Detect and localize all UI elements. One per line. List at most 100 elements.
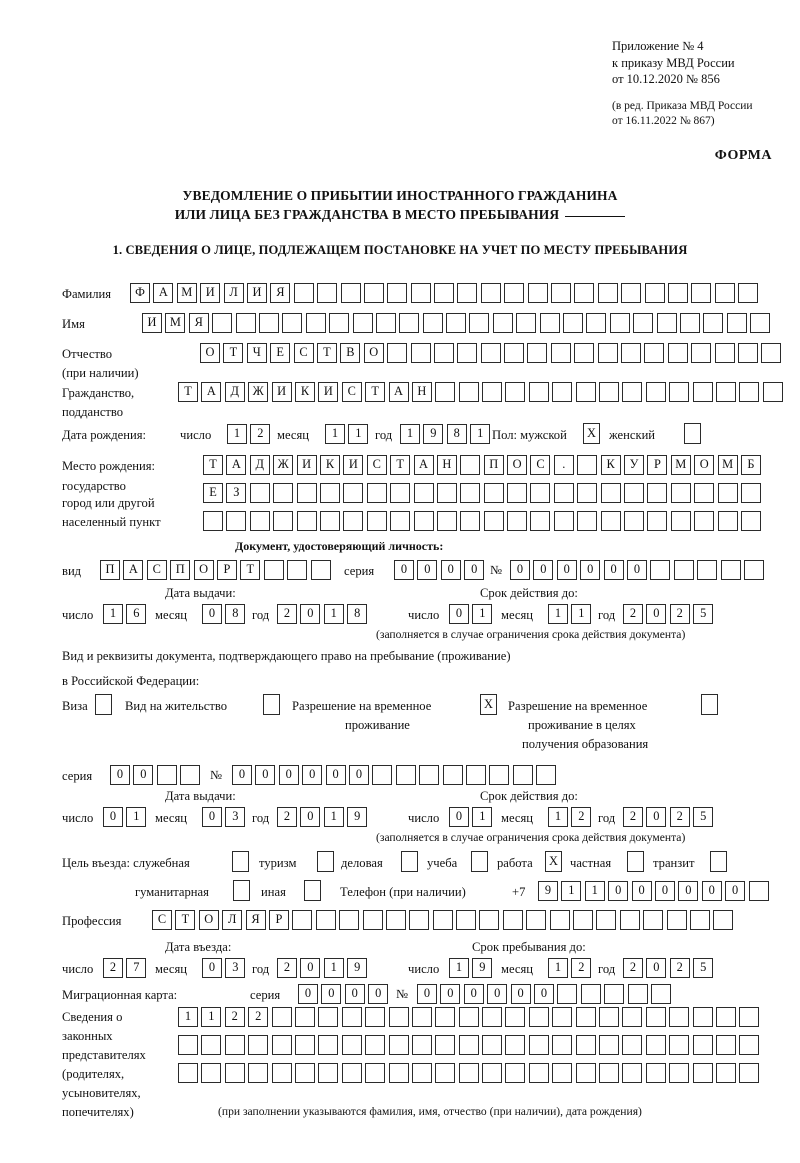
- legal-rep-row-2[interactable]: [178, 1035, 760, 1055]
- char-cell[interactable]: 1: [323, 604, 344, 624]
- char-cell[interactable]: [504, 343, 525, 363]
- char-cell[interactable]: [399, 313, 420, 333]
- char-cell[interactable]: [505, 382, 526, 402]
- char-cell[interactable]: [318, 1007, 339, 1027]
- char-cell[interactable]: [714, 283, 735, 303]
- char-cell[interactable]: [670, 511, 691, 531]
- char-cell[interactable]: [597, 343, 618, 363]
- char-cell[interactable]: Л: [222, 910, 243, 930]
- char-cell[interactable]: [492, 313, 513, 333]
- char-cell[interactable]: [460, 455, 481, 475]
- char-cell[interactable]: [310, 560, 331, 580]
- char-cell[interactable]: С: [293, 343, 314, 363]
- char-cell[interactable]: И: [271, 382, 292, 402]
- char-cell[interactable]: [318, 1035, 339, 1055]
- char-cell[interactable]: [599, 1007, 620, 1027]
- char-cell[interactable]: [435, 1063, 456, 1083]
- char-cell[interactable]: [715, 1007, 736, 1027]
- char-cell[interactable]: [669, 1063, 690, 1083]
- char-cell[interactable]: [669, 1035, 690, 1055]
- char-cell[interactable]: [502, 910, 523, 930]
- char-cell[interactable]: [621, 283, 642, 303]
- char-cell[interactable]: А: [388, 382, 409, 402]
- char-cell[interactable]: [669, 382, 690, 402]
- char-cell[interactable]: [483, 483, 504, 503]
- char-cell[interactable]: 0: [631, 881, 652, 901]
- char-cell[interactable]: [341, 1007, 362, 1027]
- char-cell[interactable]: 0: [348, 765, 369, 785]
- char-cell[interactable]: [738, 283, 759, 303]
- char-cell[interactable]: [457, 283, 478, 303]
- char-cell[interactable]: 5: [693, 807, 714, 827]
- char-cell[interactable]: [507, 483, 528, 503]
- char-cell[interactable]: 0: [580, 560, 601, 580]
- char-cell[interactable]: [372, 765, 393, 785]
- char-cell[interactable]: [293, 283, 314, 303]
- char-cell[interactable]: 9: [347, 807, 368, 827]
- char-cell[interactable]: 0: [533, 560, 554, 580]
- char-cell[interactable]: [697, 560, 718, 580]
- char-cell[interactable]: [604, 984, 625, 1004]
- char-cell[interactable]: [599, 1063, 620, 1083]
- char-cell[interactable]: 0: [463, 984, 484, 1004]
- char-cell[interactable]: [726, 313, 747, 333]
- char-cell[interactable]: [296, 483, 317, 503]
- char-cell[interactable]: 0: [449, 604, 469, 624]
- char-cell[interactable]: [201, 1063, 222, 1083]
- char-cell[interactable]: [413, 511, 434, 531]
- char-cell[interactable]: [739, 1035, 760, 1055]
- char-cell[interactable]: [411, 1035, 432, 1055]
- char-cell[interactable]: [715, 382, 736, 402]
- char-cell[interactable]: [305, 313, 326, 333]
- char-cell[interactable]: [673, 560, 694, 580]
- char-cell[interactable]: [483, 511, 504, 531]
- checkbox-temp-edu[interactable]: [701, 694, 718, 715]
- char-cell[interactable]: [390, 511, 411, 531]
- char-cell[interactable]: [694, 483, 715, 503]
- char-cell[interactable]: [691, 343, 712, 363]
- char-cell[interactable]: Н: [436, 455, 457, 475]
- char-cell[interactable]: 1: [348, 424, 369, 444]
- char-cell[interactable]: 1: [325, 424, 345, 444]
- char-cell[interactable]: [645, 382, 666, 402]
- char-cell[interactable]: [530, 483, 551, 503]
- char-cell[interactable]: [363, 283, 384, 303]
- char-cell[interactable]: [249, 511, 270, 531]
- char-cell[interactable]: [624, 511, 645, 531]
- char-cell[interactable]: 1: [103, 604, 123, 624]
- char-cell[interactable]: [413, 483, 434, 503]
- char-cell[interactable]: [530, 511, 551, 531]
- checkbox-purpose-service[interactable]: [232, 851, 249, 872]
- checkbox-purpose-tourism[interactable]: [317, 851, 334, 872]
- char-cell[interactable]: [748, 881, 769, 901]
- char-cell[interactable]: [482, 1007, 503, 1027]
- char-cell[interactable]: У: [624, 455, 645, 475]
- char-cell[interactable]: 9: [347, 958, 368, 978]
- char-cell[interactable]: Н: [411, 382, 432, 402]
- char-cell[interactable]: [203, 511, 223, 531]
- char-cell[interactable]: [318, 1063, 339, 1083]
- char-cell[interactable]: [692, 1035, 713, 1055]
- char-cell[interactable]: 0: [300, 807, 321, 827]
- checkbox-purpose-work[interactable]: X: [545, 851, 562, 872]
- char-cell[interactable]: [409, 910, 430, 930]
- char-cell[interactable]: С: [152, 910, 172, 930]
- char-cell[interactable]: К: [319, 455, 340, 475]
- char-cell[interactable]: Т: [316, 343, 337, 363]
- char-cell[interactable]: [411, 1063, 432, 1083]
- char-cell[interactable]: К: [600, 455, 621, 475]
- char-cell[interactable]: [528, 1007, 549, 1027]
- char-cell[interactable]: [643, 910, 664, 930]
- char-cell[interactable]: [713, 910, 734, 930]
- char-cell[interactable]: [670, 483, 691, 503]
- char-cell[interactable]: [633, 313, 654, 333]
- char-cell[interactable]: [375, 313, 396, 333]
- char-cell[interactable]: [536, 765, 557, 785]
